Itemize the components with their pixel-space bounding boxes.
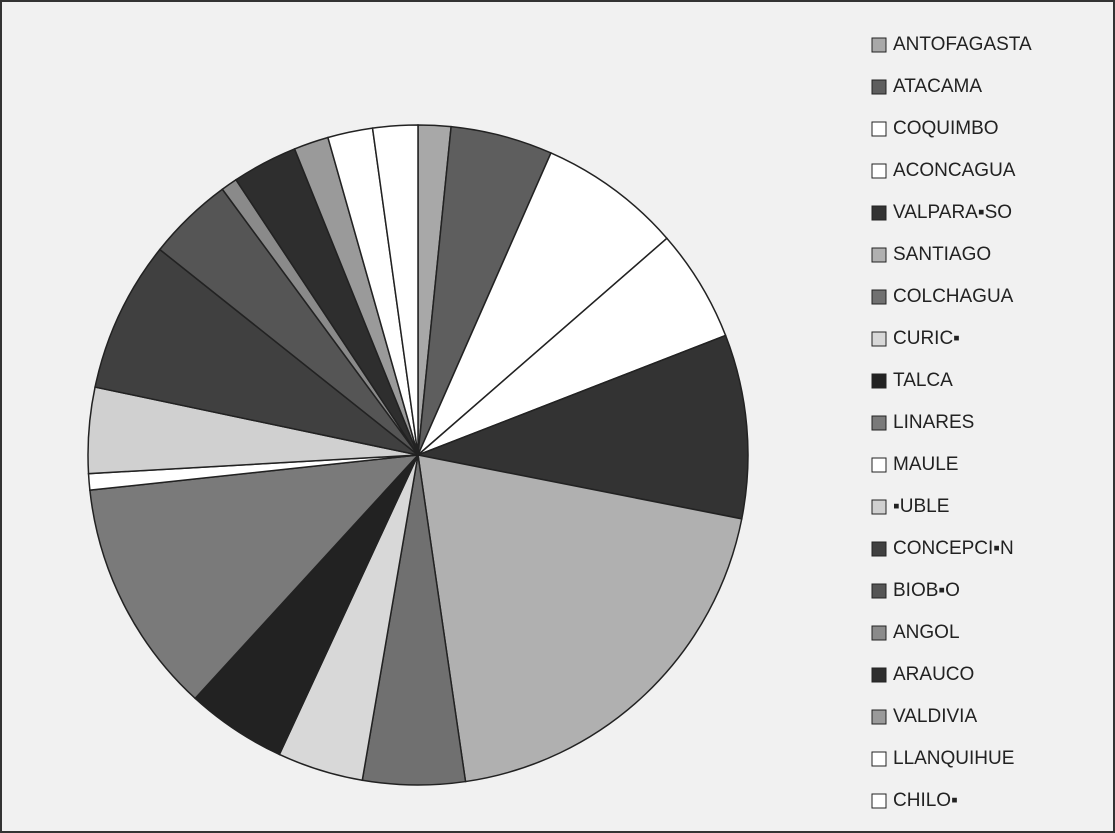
legend-label: ▪UBLE xyxy=(893,496,949,517)
legend-swatch xyxy=(871,457,887,473)
legend-label: LLANQUIHUE xyxy=(893,748,1014,769)
legend-swatch xyxy=(871,247,887,263)
legend-swatch xyxy=(871,121,887,137)
legend-swatch xyxy=(871,415,887,431)
legend-label: CURIC▪ xyxy=(893,328,960,349)
legend-label: ARAUCO xyxy=(893,664,974,685)
pie-slice xyxy=(94,248,419,456)
legend-swatch xyxy=(871,37,887,53)
legend-label: MAULE xyxy=(893,454,958,475)
legend-swatch xyxy=(871,499,887,515)
legend-label: ANGOL xyxy=(893,622,960,643)
legend-swatch xyxy=(871,751,887,767)
legend-swatch xyxy=(871,583,887,599)
legend-label: SANTIAGO xyxy=(893,244,991,265)
legend-swatch xyxy=(871,205,887,221)
pie-slice xyxy=(89,454,420,700)
pie-slice xyxy=(417,454,743,783)
legend-swatch xyxy=(871,667,887,683)
legend-swatch xyxy=(871,709,887,725)
legend-label: CHILO▪ xyxy=(893,790,958,811)
legend-swatch xyxy=(871,331,887,347)
legend-swatch xyxy=(871,289,887,305)
legend-label: ANTOFAGASTA xyxy=(893,34,1032,55)
legend-label: COLCHAGUA xyxy=(893,286,1014,307)
legend-label: TALCA xyxy=(893,370,953,391)
legend-swatch xyxy=(871,373,887,389)
legend-swatch xyxy=(871,541,887,557)
pie-slice xyxy=(417,151,668,456)
pie-slice xyxy=(371,124,419,456)
legend-swatch xyxy=(871,793,887,809)
pie-slice xyxy=(415,334,749,520)
legend-label: ACONCAGUA xyxy=(893,160,1016,181)
legend-label: COQUIMBO xyxy=(893,118,999,139)
legend-label: CONCEPCI▪N xyxy=(893,538,1014,559)
legend-label: LINARES xyxy=(893,412,974,433)
legend-label: VALPARA▪SO xyxy=(893,202,1012,223)
legend-swatch xyxy=(871,163,887,179)
legend-label: BIOB▪O xyxy=(893,580,960,601)
legend-swatch xyxy=(871,625,887,641)
legend-label: VALDIVIA xyxy=(893,706,977,727)
legend-swatch xyxy=(871,79,887,95)
legend-label: ATACAMA xyxy=(893,76,982,97)
